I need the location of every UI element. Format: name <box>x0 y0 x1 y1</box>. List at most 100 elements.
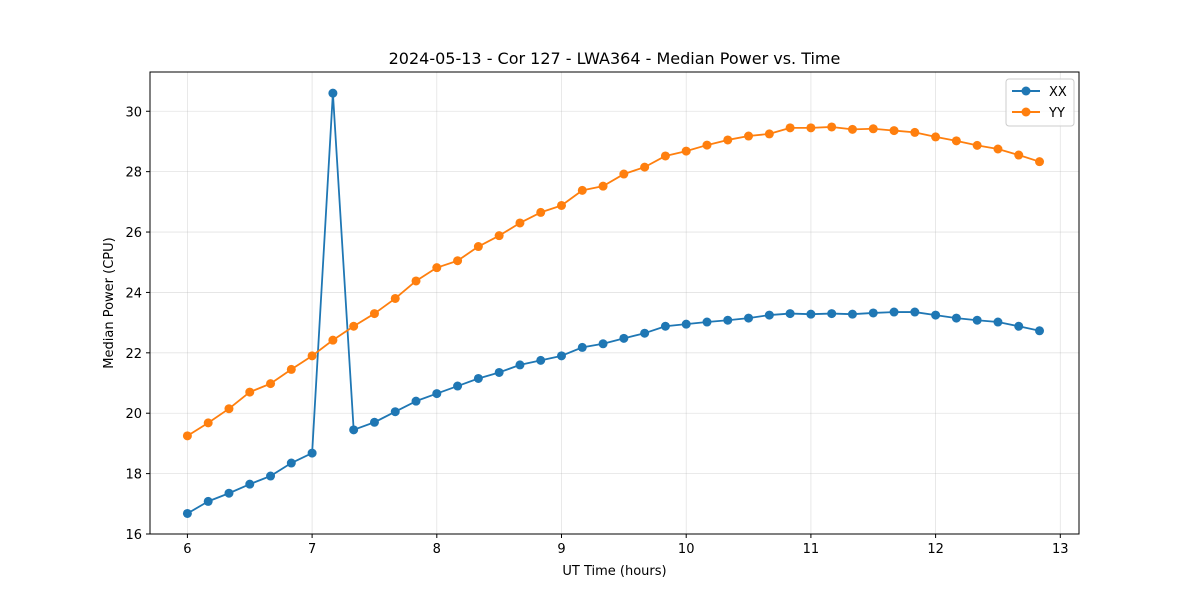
series-layer <box>182 88 1045 518</box>
data-point-yy <box>972 140 982 150</box>
data-point-xx <box>619 333 629 343</box>
legend-label-xx: XX <box>1049 85 1067 100</box>
data-point-xx <box>328 88 338 98</box>
data-point-yy <box>349 321 359 331</box>
data-point-xx <box>868 308 878 318</box>
data-point-yy <box>847 124 857 134</box>
data-point-xx <box>972 315 982 325</box>
data-point-yy <box>182 431 192 441</box>
data-point-yy <box>827 122 837 132</box>
data-point-yy <box>785 123 795 133</box>
data-point-xx <box>515 360 525 370</box>
y-tick-label: 20 <box>125 407 142 422</box>
data-point-yy <box>224 404 234 414</box>
data-point-xx <box>245 479 255 489</box>
data-point-yy <box>619 169 629 179</box>
y-tick-label: 26 <box>125 226 142 241</box>
data-point-yy <box>473 242 483 252</box>
data-point-xx <box>411 396 421 406</box>
data-point-yy <box>411 276 421 286</box>
data-point-yy <box>494 231 504 241</box>
data-point-yy <box>577 185 587 195</box>
data-point-xx <box>203 496 213 506</box>
data-point-yy <box>328 335 338 345</box>
data-point-yy <box>660 151 670 161</box>
data-point-xx <box>889 307 899 317</box>
x-tick-label: 10 <box>678 542 695 557</box>
x-tick-label: 6 <box>183 542 191 557</box>
data-point-yy <box>245 387 255 397</box>
y-tick-label: 16 <box>125 528 142 543</box>
x-tick-label: 12 <box>927 542 944 557</box>
legend-marker-xx <box>1021 86 1031 96</box>
y-axis-label: Median Power (CPU) <box>102 237 117 368</box>
data-point-yy <box>432 263 442 273</box>
data-point-xx <box>536 355 546 365</box>
data-point-xx <box>640 328 650 338</box>
y-tick-label: 30 <box>125 105 142 120</box>
data-point-yy <box>723 135 733 145</box>
data-point-xx <box>1014 321 1024 331</box>
data-point-yy <box>1014 150 1024 160</box>
data-point-yy <box>286 364 296 374</box>
x-axis-label: UT Time (hours) <box>562 564 666 579</box>
data-point-yy <box>203 418 213 428</box>
data-point-yy <box>744 131 754 141</box>
grid-layer <box>150 72 1079 535</box>
y-tick-label: 24 <box>125 286 142 301</box>
x-tick-label: 7 <box>308 542 316 557</box>
data-point-yy <box>889 126 899 136</box>
data-point-xx <box>432 389 442 399</box>
data-point-xx <box>702 317 712 327</box>
data-point-xx <box>453 381 463 391</box>
y-tick-label: 22 <box>125 347 142 362</box>
data-point-xx <box>577 342 587 352</box>
data-point-xx <box>307 448 317 458</box>
legend-label-yy: YY <box>1048 106 1065 121</box>
data-point-yy <box>951 136 961 146</box>
x-tick-label: 11 <box>803 542 820 557</box>
data-point-yy <box>598 181 608 191</box>
x-tick-label: 8 <box>433 542 441 557</box>
data-point-xx <box>744 313 754 323</box>
data-point-yy <box>764 129 774 139</box>
data-point-yy <box>557 200 566 210</box>
plot-frame <box>149 71 1080 535</box>
data-point-xx <box>723 315 733 325</box>
data-point-yy <box>868 124 878 134</box>
data-point-yy <box>806 123 816 133</box>
y-tick-label: 18 <box>125 468 142 483</box>
data-point-yy <box>1035 157 1045 167</box>
data-point-yy <box>307 351 317 361</box>
data-point-yy <box>453 256 463 266</box>
data-point-xx <box>764 310 774 320</box>
data-point-xx <box>182 508 192 518</box>
y-tick-label: 28 <box>125 166 142 181</box>
data-point-xx <box>369 417 379 427</box>
x-tick-label: 9 <box>557 542 565 557</box>
data-point-xx <box>286 458 296 468</box>
data-point-xx <box>266 471 276 481</box>
data-point-xx <box>1035 326 1045 336</box>
data-point-yy <box>993 144 1003 154</box>
data-point-xx <box>598 339 608 349</box>
data-point-yy <box>390 293 400 303</box>
data-point-xx <box>785 309 795 319</box>
data-point-xx <box>910 307 920 317</box>
data-point-xx <box>806 309 816 319</box>
data-point-yy <box>910 127 920 137</box>
data-point-xx <box>847 309 857 319</box>
tick-layer: 6 7 8 9 10 11 12 13 16 18 20 22 24 26 28 30 <box>125 105 1068 557</box>
data-point-yy <box>515 218 525 228</box>
data-point-xx <box>349 425 359 435</box>
data-point-yy <box>931 132 941 142</box>
data-point-yy <box>369 309 379 319</box>
legend: XX YY <box>1005 78 1075 127</box>
data-point-yy <box>536 207 546 217</box>
data-point-xx <box>224 488 234 498</box>
data-point-xx <box>993 317 1003 327</box>
data-point-xx <box>827 309 837 319</box>
data-point-xx <box>660 321 670 331</box>
